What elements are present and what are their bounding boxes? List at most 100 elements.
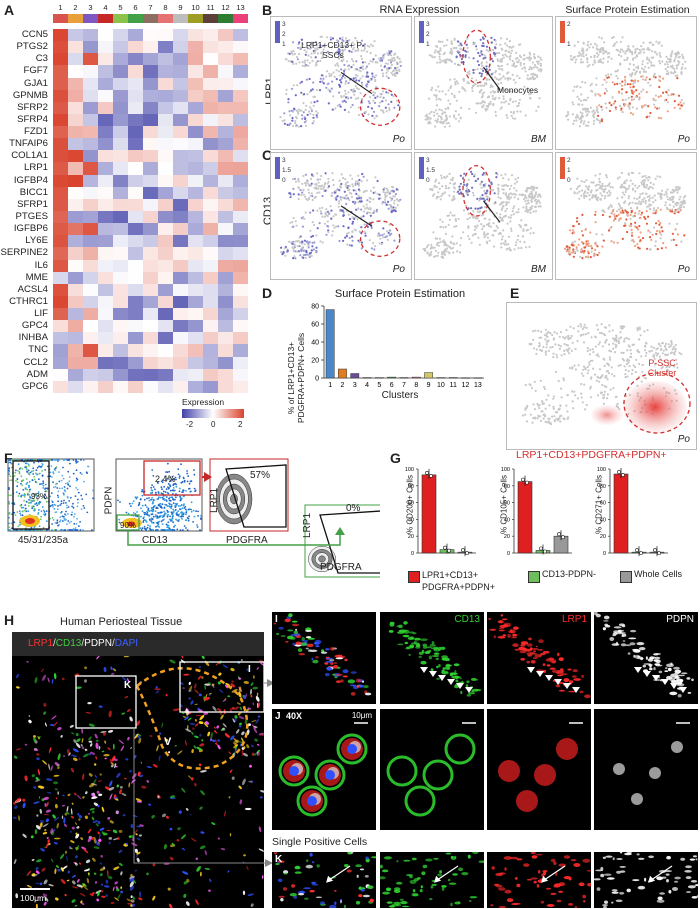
event-dot [136,515,139,518]
umap-cell-dot [658,355,661,358]
umap-cell-dot [655,229,659,233]
umap-cell-dot [440,117,443,121]
umap-cell-dot [351,239,354,242]
umap-cell-dot [533,186,536,189]
event-dot [33,476,35,478]
umap-cell-dot [658,107,661,110]
event-dot [82,459,85,462]
umap-cell-dot [310,177,313,180]
umap-cell-dot [346,65,350,68]
umap-cell-dot [598,121,601,124]
umap-cell-dot [301,61,304,64]
heatmap-cell [98,380,113,394]
umap-cell-dot [541,402,544,405]
heatmap-cell [188,65,203,79]
event-dot [172,521,175,524]
umap-cell-dot [345,96,348,99]
umap-cell-dot [440,255,443,258]
event-dot [164,512,166,514]
umap-cell-dot [438,187,441,190]
umap-cell-dot [619,336,622,339]
umap-cell-dot [634,79,637,82]
umap-cell-dot [563,349,566,352]
umap-cell-dot [641,60,644,63]
umap-cell-dot [374,191,377,194]
umap-cell-dot [573,390,576,393]
event-dot [39,518,42,521]
umap-cell-dot [289,221,292,224]
heatmap-cell [83,259,98,273]
umap-cell-dot [347,111,350,114]
umap-cell-dot [500,101,503,104]
umap-cell-dot [532,338,535,341]
umap-cell-dot [482,172,485,175]
umap-plot: 321 [275,21,402,128]
umap-cell-dot [659,208,662,211]
umap-cell-dot [638,98,641,101]
umap-cell-dot [506,222,509,225]
umap-cell-dot [449,182,452,185]
umap-cell-dot [431,86,434,89]
umap-cell-dot [437,97,441,100]
umap-cell-dot [509,220,512,223]
umap-cell-dot [374,245,377,248]
heatmap-cell [203,223,218,236]
umap-cell-dot [643,376,646,379]
umap-cell-dot [504,210,507,213]
umap-cell-dot [298,125,301,128]
event-dot [172,508,175,511]
umap-cell-dot [366,206,369,209]
umap-cell-dot [448,125,451,128]
umap-cell-dot [346,243,349,246]
event-dot [27,502,30,504]
event-dot [26,470,28,473]
umap-cell-dot [391,189,394,192]
umap-cell-dot [609,358,612,361]
umap-cell-dot [436,242,439,245]
umap-cell-dot [327,225,330,228]
umap-cell-dot [388,192,392,195]
umap-cell-dot [614,108,618,111]
umap-cell-dot [504,77,507,80]
heatmap-cell [218,211,233,224]
umap-cell-dot [489,86,492,89]
umap-cell-dot [432,255,436,258]
umap-cell-dot [330,194,333,197]
umap-cell-dot [312,81,315,84]
umap-cell-dot [375,74,378,77]
umap-cell-dot [512,45,515,48]
umap-cell-dot [576,249,579,252]
heatmap-cell [83,332,98,345]
umap-cell-dot [390,59,393,63]
umap-plot: 321 [419,21,543,128]
umap-cell-dot [351,235,354,238]
umap-cell-dot [515,189,518,192]
umap-cell-dot [649,181,652,184]
umap-cell-dot [530,187,534,190]
umap-cell-dot [361,75,364,78]
umap-cell-dot [312,120,315,123]
heatmap-cell [68,29,83,42]
umap-cell-dot [467,207,470,210]
umap-cell-dot [603,393,606,396]
umap-cell-dot [380,57,383,60]
umap-cell-dot [660,189,664,192]
umap-cell-dot [308,90,312,93]
umap-cell-dot [648,115,651,118]
umap-cell-dot [641,179,644,183]
umap-cell-dot [640,181,643,184]
umap-cell-dot [378,242,381,245]
umap-cell-dot [585,49,588,52]
umap-cell-dot [591,194,594,197]
bar-chart-title: Surface Protein Estimation [334,288,466,300]
umap-cell-dot [627,97,630,100]
umap-cell-dot [639,231,642,234]
umap-cell-dot [662,91,665,94]
umap-cell-dot [305,63,308,67]
umap-cell-dot [354,216,357,219]
umap-cell-dot [635,66,638,69]
umap-cell-dot [450,42,453,45]
umap-cell-dot [579,255,582,258]
umap-cell-dot [479,38,482,41]
